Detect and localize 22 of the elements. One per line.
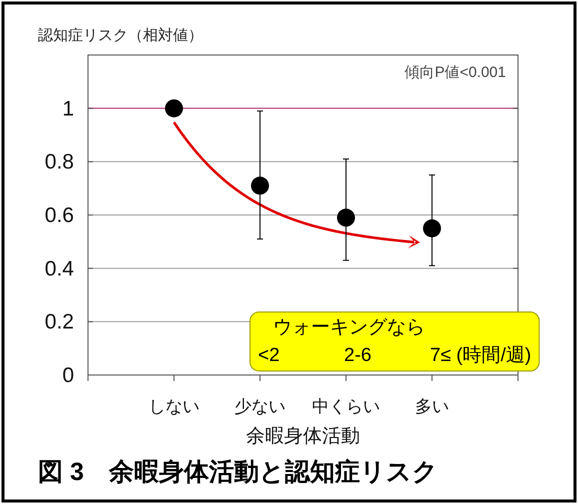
point — [251, 176, 269, 195]
y-axis-title: 認知症リスク（相対値） — [38, 27, 203, 44]
point — [423, 219, 441, 238]
annotation: ウォーキングなら — [273, 317, 425, 338]
x-tick-label: 中くらい — [312, 397, 380, 416]
x-tick-label: 多い — [415, 397, 449, 416]
x-tick-label: 少ない — [234, 397, 286, 416]
annotation: <2 — [258, 345, 280, 366]
annotation: 7≤ (時間/週) — [430, 345, 532, 366]
point — [165, 99, 183, 118]
y-tick-label: 0.4 — [44, 257, 74, 280]
point — [337, 208, 355, 227]
y-tick-label: 0.2 — [44, 310, 74, 334]
y-tick-label: 1 — [62, 97, 74, 120]
x-axis-title: 余暇身体活動 — [246, 426, 360, 447]
y-tick-label: 0.8 — [44, 150, 74, 174]
x-tick-label: しない — [148, 397, 200, 416]
annotation: 傾向P値<0.001 — [404, 64, 506, 81]
y-tick-label: 0 — [62, 364, 74, 387]
annotation: 2-6 — [344, 345, 372, 366]
text: 図 3 余暇身体活動と認知症リスク — [38, 458, 438, 486]
y-tick-label: 0.6 — [44, 204, 74, 227]
